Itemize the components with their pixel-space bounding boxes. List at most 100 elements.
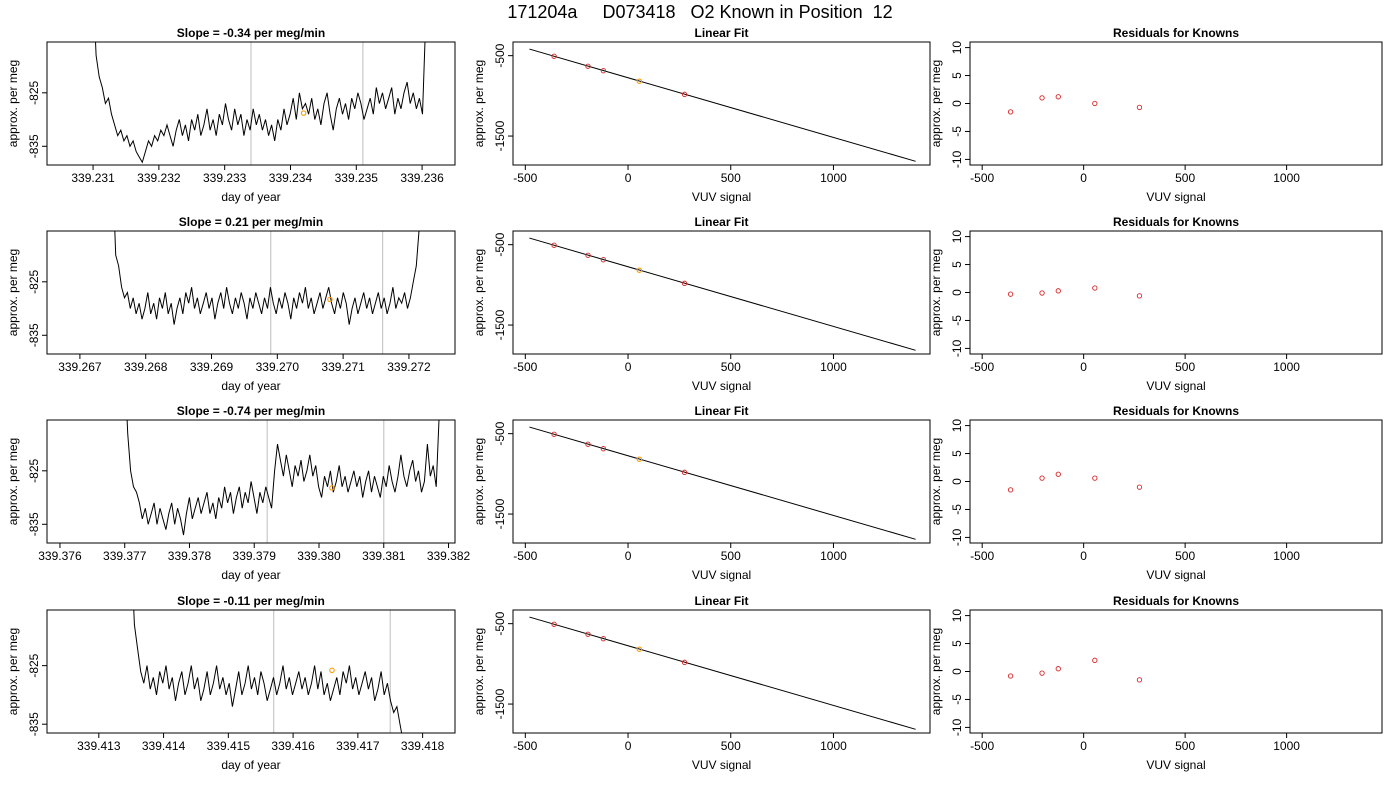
x-tick-label: 500 xyxy=(1175,360,1195,374)
x-axis-label: VUV signal xyxy=(1146,758,1205,772)
known-point xyxy=(585,441,591,447)
x-tick-label: 500 xyxy=(1175,549,1195,563)
panel-title: Slope = -0.74 per meg/min xyxy=(177,404,325,418)
known-point xyxy=(1055,94,1061,100)
y-tick-label: 10 xyxy=(950,419,964,433)
y-axis-label: approx. per meg xyxy=(6,249,20,336)
y-axis-label: approx. per meg xyxy=(472,249,486,336)
plot-frame xyxy=(46,230,456,355)
x-tick-label: 339.380 xyxy=(297,549,341,563)
x-tick-label: -500 xyxy=(970,360,994,374)
x-tick-label: 339.272 xyxy=(387,360,431,374)
chart-panel-resid-row-1: Residuals for Knowns -500 0 500 1000 -10 -5 0 5 1… xyxy=(929,26,1383,204)
panel-content xyxy=(529,426,916,540)
y-tick-label: 0 xyxy=(950,289,964,296)
panel-title: Residuals for Knowns xyxy=(1113,215,1239,229)
y-tick-label: -500 xyxy=(493,421,507,445)
sample-point xyxy=(636,646,643,652)
x-tick-label: 1000 xyxy=(1273,739,1300,753)
x-tick-label: -500 xyxy=(513,549,537,563)
known-point xyxy=(1055,288,1061,294)
x-tick-label: 339.232 xyxy=(137,171,181,185)
x-axis-label: VUV signal xyxy=(692,190,751,204)
y-tick-label: 0 xyxy=(950,478,964,485)
fit-line xyxy=(529,48,916,162)
y-tick-label: -5 xyxy=(950,126,964,137)
x-axis-label: VUV signal xyxy=(1146,568,1205,582)
fit-line xyxy=(529,616,916,730)
x-tick-label: 0 xyxy=(1080,171,1087,185)
known-point xyxy=(585,252,591,258)
known-point xyxy=(1136,104,1143,111)
x-axis-label: VUV signal xyxy=(692,568,751,582)
x-tick-label: 339.416 xyxy=(271,739,315,753)
x-axis-label: VUV signal xyxy=(1146,190,1205,204)
x-tick-label: 339.270 xyxy=(256,360,300,374)
panel-content xyxy=(114,231,420,354)
y-tick-label: 5 xyxy=(950,261,964,268)
y-tick-label: -835 xyxy=(27,134,41,158)
y-tick-label: -1500 xyxy=(493,498,507,529)
panel-title: Linear Fit xyxy=(694,404,748,418)
sample-point xyxy=(300,110,307,116)
y-axis-label: approx. per meg xyxy=(6,438,20,525)
panel-content xyxy=(529,48,916,162)
x-tick-label: 1000 xyxy=(820,739,847,753)
plot-frame xyxy=(969,230,1383,355)
y-tick-label: -500 xyxy=(493,43,507,67)
sample-point xyxy=(636,78,643,84)
x-tick-label: 339.234 xyxy=(269,171,313,185)
x-tick-label: 339.413 xyxy=(77,739,121,753)
plot-frame xyxy=(512,41,931,166)
signal-trace-line xyxy=(133,610,403,733)
known-point xyxy=(1007,487,1014,493)
known-point xyxy=(551,621,557,627)
y-tick-label: -835 xyxy=(27,512,41,536)
known-point xyxy=(1092,285,1098,291)
known-point xyxy=(1039,95,1045,101)
x-tick-label: 500 xyxy=(721,171,741,185)
x-tick-label: 0 xyxy=(625,360,632,374)
plot-frame xyxy=(46,419,456,544)
y-axis-label: approx. per meg xyxy=(929,249,943,336)
y-axis-label: approx. per meg xyxy=(472,628,486,715)
panel-content xyxy=(1007,94,1143,115)
y-tick-label: -1500 xyxy=(493,120,507,151)
y-tick-label: -825 xyxy=(27,458,41,482)
x-tick-label: 0 xyxy=(625,549,632,563)
x-tick-label: 1000 xyxy=(820,549,847,563)
y-tick-label: -1500 xyxy=(493,688,507,719)
y-tick-label: -10 xyxy=(950,528,964,546)
sample-point xyxy=(327,296,333,303)
x-tick-label: 339.381 xyxy=(362,549,406,563)
y-tick-label: -500 xyxy=(493,611,507,635)
y-tick-label: -1500 xyxy=(493,309,507,340)
known-point xyxy=(1136,484,1143,490)
y-axis-label: approx. per meg xyxy=(6,60,20,147)
panel-content xyxy=(95,42,426,165)
chart-panel-time-row-1: Slope = -0.34 per meg/min 339.231 339.232 3… xyxy=(6,26,456,204)
known-point xyxy=(1039,475,1045,481)
sample-point xyxy=(636,456,643,462)
panel-title: Linear Fit xyxy=(694,26,748,40)
y-tick-label: -825 xyxy=(27,80,41,104)
known-point xyxy=(681,280,688,286)
x-tick-label: 339.382 xyxy=(427,549,471,563)
x-tick-label: 1000 xyxy=(1273,171,1300,185)
chart-panel-time-row-4: Slope = -0.11 per meg/min 339.413 339.414 3… xyxy=(6,594,456,772)
y-tick-label: 5 xyxy=(950,640,964,647)
figure-title: 171204a D073418 O2 Known in Position 12 xyxy=(507,2,893,22)
x-tick-label: 339.271 xyxy=(321,360,365,374)
x-tick-label: 1000 xyxy=(820,171,847,185)
panel-content xyxy=(133,610,403,733)
y-tick-label: 0 xyxy=(950,100,964,107)
x-tick-label: 1000 xyxy=(820,360,847,374)
known-point xyxy=(1092,100,1098,107)
sample-point xyxy=(329,485,335,491)
panel-title: Slope = 0.21 per meg/min xyxy=(179,215,323,229)
x-tick-label: 0 xyxy=(1080,360,1087,374)
chart-panel-time-row-2: Slope = 0.21 per meg/min 339.267 339.268 33… xyxy=(6,215,456,393)
x-tick-label: -500 xyxy=(970,171,994,185)
known-point xyxy=(551,242,557,248)
x-tick-label: -500 xyxy=(970,549,994,563)
